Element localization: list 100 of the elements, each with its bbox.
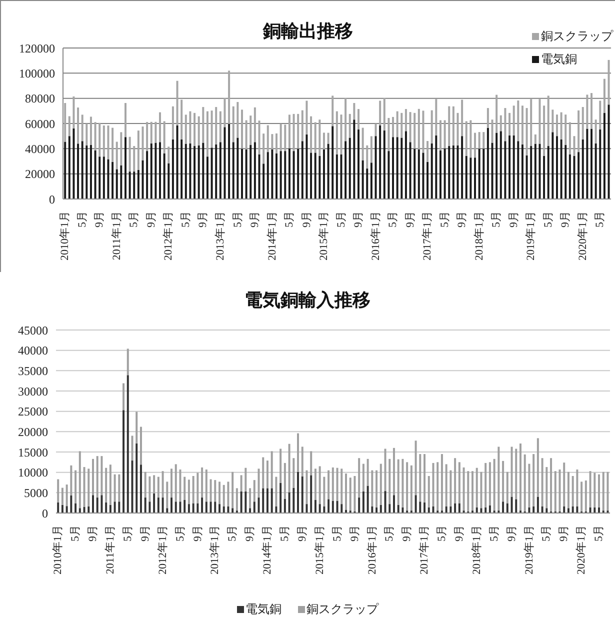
- bar: [297, 472, 300, 513]
- bar: [240, 491, 242, 513]
- bar: [586, 94, 588, 129]
- bar: [192, 503, 194, 513]
- bar: [322, 149, 325, 199]
- bar: [476, 468, 478, 508]
- bar: [310, 116, 312, 153]
- bar: [602, 472, 604, 511]
- x-tick-label: 5月: [335, 211, 348, 228]
- bar: [517, 141, 520, 199]
- bar: [515, 499, 518, 513]
- bar: [218, 482, 220, 504]
- bar: [78, 451, 81, 508]
- bar: [124, 137, 126, 199]
- bar: [150, 143, 152, 199]
- bar: [340, 114, 342, 154]
- bar: [578, 110, 580, 152]
- bar: [112, 128, 114, 162]
- bar: [206, 111, 208, 157]
- x-tick-label: 5月: [384, 525, 396, 542]
- bar: [564, 145, 567, 199]
- bar: [584, 480, 587, 512]
- bar: [328, 470, 330, 500]
- bar: [541, 506, 544, 513]
- bar: [534, 144, 536, 199]
- bar: [92, 495, 94, 513]
- y-tick-label: 40000: [25, 142, 55, 156]
- x-tick-label: 5月: [226, 525, 239, 542]
- bar: [122, 410, 125, 513]
- bar: [448, 106, 450, 146]
- bar: [100, 456, 103, 496]
- bar: [81, 141, 84, 199]
- bar: [254, 107, 256, 142]
- bar: [502, 460, 504, 502]
- y-tick-label: 40000: [18, 344, 48, 358]
- bar: [510, 496, 513, 513]
- bar: [397, 504, 400, 513]
- x-tick-label: 9月: [558, 525, 570, 542]
- bar: [400, 112, 403, 138]
- y-tick-label: 20000: [18, 424, 48, 439]
- bar: [470, 158, 472, 199]
- bar: [589, 471, 592, 508]
- bar: [572, 476, 574, 506]
- bar: [280, 482, 282, 513]
- y-tick-label: 45000: [18, 323, 48, 338]
- bar: [576, 506, 578, 513]
- bar: [594, 120, 597, 144]
- bar: [153, 493, 156, 513]
- bar: [157, 476, 160, 498]
- bar: [462, 467, 465, 511]
- bar: [292, 114, 295, 152]
- bar: [88, 468, 90, 506]
- bar: [112, 162, 114, 199]
- bar: [370, 136, 372, 163]
- x-tick-label: 5月: [488, 525, 500, 542]
- bar: [432, 462, 434, 506]
- bar: [366, 458, 369, 486]
- bar: [271, 134, 274, 150]
- x-tick-label: 5月: [128, 211, 140, 228]
- bar: [422, 152, 424, 199]
- bar: [379, 126, 382, 199]
- bar: [258, 498, 260, 513]
- bar: [227, 482, 230, 506]
- y-tick-label: 35000: [18, 364, 48, 378]
- bar: [219, 142, 222, 199]
- x-tick-label: 5月: [540, 525, 553, 542]
- bar: [301, 110, 304, 142]
- bar: [188, 504, 190, 513]
- bar: [136, 443, 138, 513]
- bar: [452, 106, 454, 146]
- bar: [137, 130, 140, 170]
- bar: [332, 96, 334, 126]
- bar: [244, 491, 247, 513]
- bar: [148, 502, 151, 513]
- bar: [348, 138, 351, 199]
- bar: [94, 150, 96, 199]
- x-tick-label: 2013年1月: [214, 211, 226, 260]
- x-tick-label: 2020年1月: [576, 211, 589, 260]
- bar: [366, 486, 369, 513]
- bar: [397, 459, 400, 505]
- bar: [120, 165, 122, 199]
- bar: [546, 467, 548, 508]
- bar: [445, 506, 448, 513]
- bar: [215, 144, 218, 199]
- bar: [448, 146, 450, 199]
- bar: [512, 106, 515, 136]
- bar: [68, 136, 70, 199]
- bar: [547, 146, 550, 199]
- bar: [116, 142, 118, 170]
- bar: [392, 137, 394, 199]
- bar: [301, 476, 304, 513]
- bar: [227, 506, 230, 513]
- chart-title: 電気銅輸入推移: [244, 289, 372, 312]
- bar: [435, 135, 438, 199]
- bar: [314, 468, 316, 500]
- bar: [440, 454, 443, 511]
- x-tick-label: 9月: [145, 211, 158, 228]
- bar: [371, 470, 374, 506]
- bar: [153, 475, 156, 494]
- bar: [109, 504, 112, 513]
